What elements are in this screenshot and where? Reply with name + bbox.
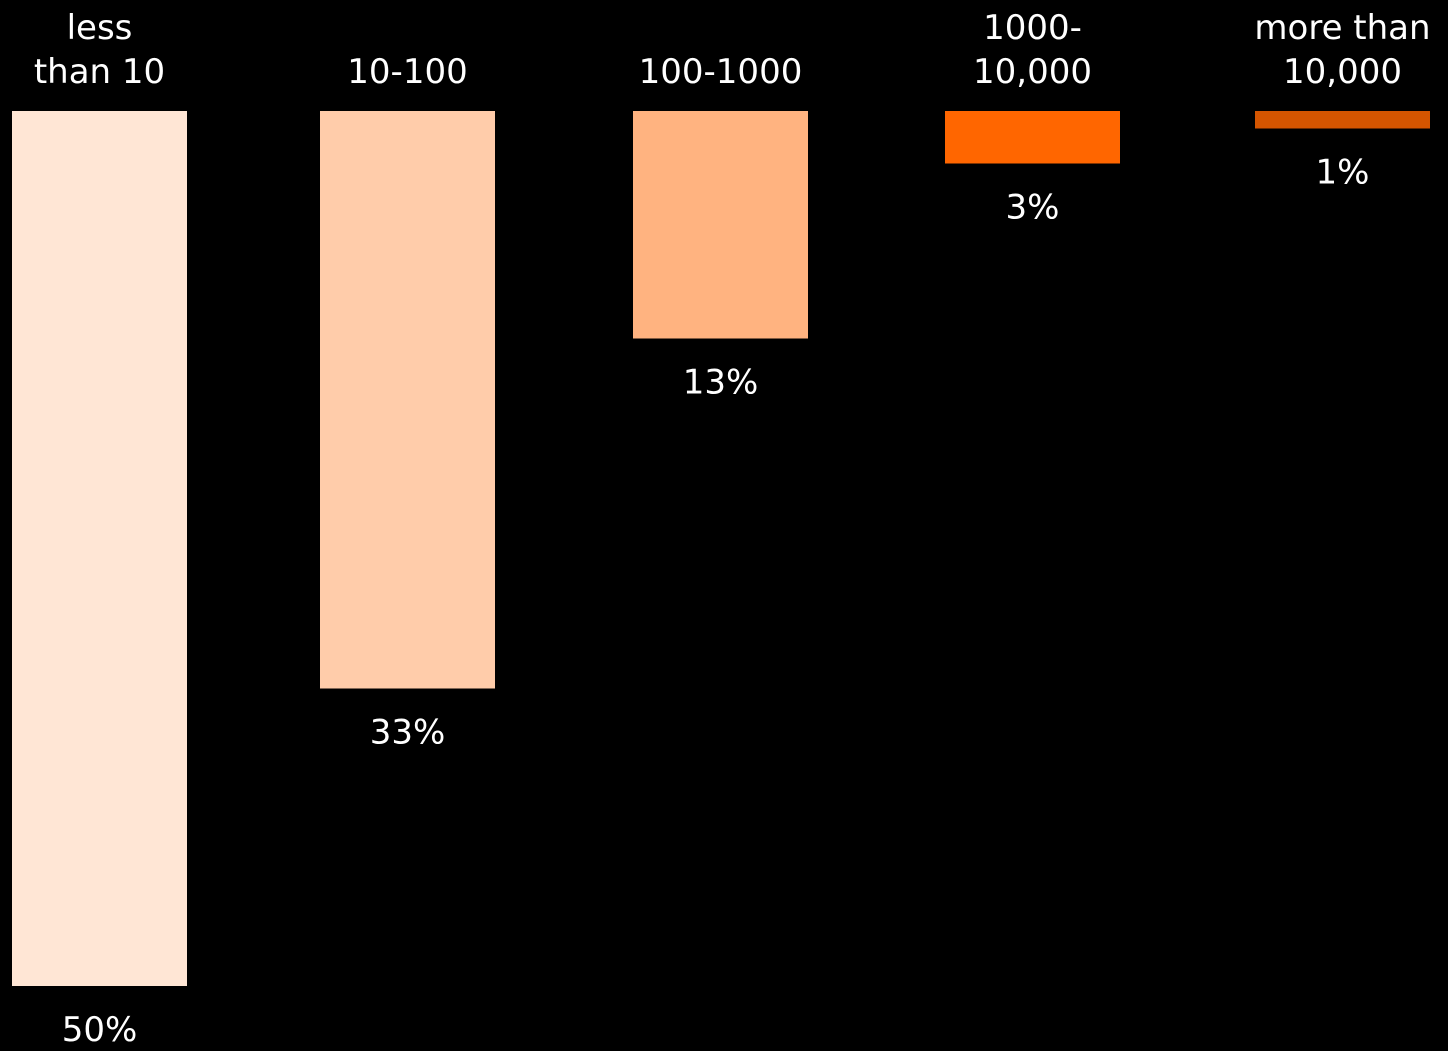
bar-3: [633, 111, 808, 339]
bar-5: [1255, 111, 1430, 129]
category-label-1: less than 10: [34, 8, 165, 92]
bar-2: [320, 111, 495, 689]
category-label-line: 10,000: [1283, 52, 1402, 92]
value-label-5: 1%: [1316, 153, 1370, 193]
bar-4: [945, 111, 1120, 164]
category-label-line: more than: [1254, 8, 1430, 48]
category-label-line: 1000-: [983, 8, 1082, 48]
category-label-4: 1000-10,000: [973, 8, 1092, 92]
value-label-3: 13%: [683, 363, 759, 403]
category-label-5: more than 10,000: [1254, 8, 1430, 92]
value-label-2: 33%: [370, 713, 446, 753]
category-label-line: 10,000: [973, 52, 1092, 92]
category-label-2: 10-100: [347, 52, 467, 92]
category-label-line: less: [67, 8, 133, 48]
category-label-line: than 10: [34, 52, 165, 92]
category-label-3: 100-1000: [639, 52, 803, 92]
category-label-line: 100-1000: [639, 52, 803, 92]
category-label-line: 10-100: [347, 52, 467, 92]
bar-1: [12, 111, 187, 986]
value-label-4: 3%: [1006, 188, 1060, 228]
value-label-1: 50%: [62, 1010, 138, 1050]
